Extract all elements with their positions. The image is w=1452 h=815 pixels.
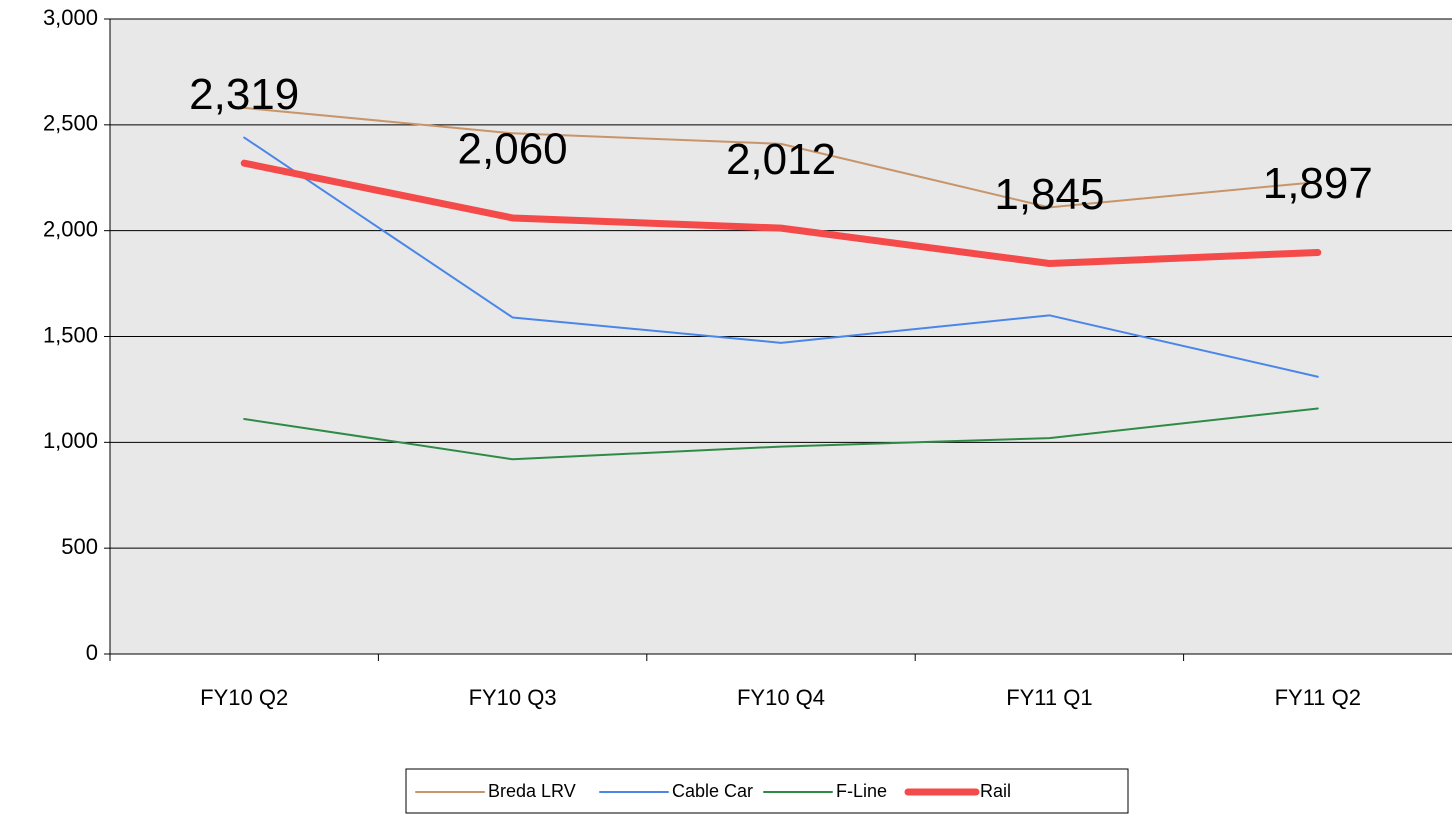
legend-label: Breda LRV <box>488 781 576 801</box>
x-tick-label: FY10 Q3 <box>469 685 557 710</box>
legend-label: F-Line <box>836 781 887 801</box>
y-tick-label: 1,500 <box>43 322 98 347</box>
series-line <box>243 407 1319 461</box>
data-label: 1,897 <box>1263 159 1373 208</box>
series-line <box>243 136 1319 378</box>
x-tick-label: FY11 Q1 <box>1006 685 1092 710</box>
data-label: 1,845 <box>994 170 1104 219</box>
y-tick-label: 2,000 <box>43 216 98 241</box>
x-tick-label: FY10 Q2 <box>200 685 288 710</box>
x-tick-label: FY10 Q4 <box>737 685 825 710</box>
y-tick-label: 2,500 <box>43 111 98 136</box>
legend-label: Rail <box>980 781 1011 801</box>
data-label: 2,319 <box>189 70 299 119</box>
data-label: 2,060 <box>458 125 568 174</box>
y-tick-label: 1,000 <box>43 428 98 453</box>
series-line <box>240 159 1322 267</box>
y-tick-label: 0 <box>86 640 98 665</box>
series-line <box>243 106 1319 209</box>
x-tick-label: FY11 Q2 <box>1275 685 1361 710</box>
y-tick-label: 3,000 <box>43 5 98 30</box>
legend-label: Cable Car <box>672 781 753 801</box>
y-tick-label: 500 <box>61 534 98 559</box>
data-label: 2,012 <box>726 135 836 184</box>
